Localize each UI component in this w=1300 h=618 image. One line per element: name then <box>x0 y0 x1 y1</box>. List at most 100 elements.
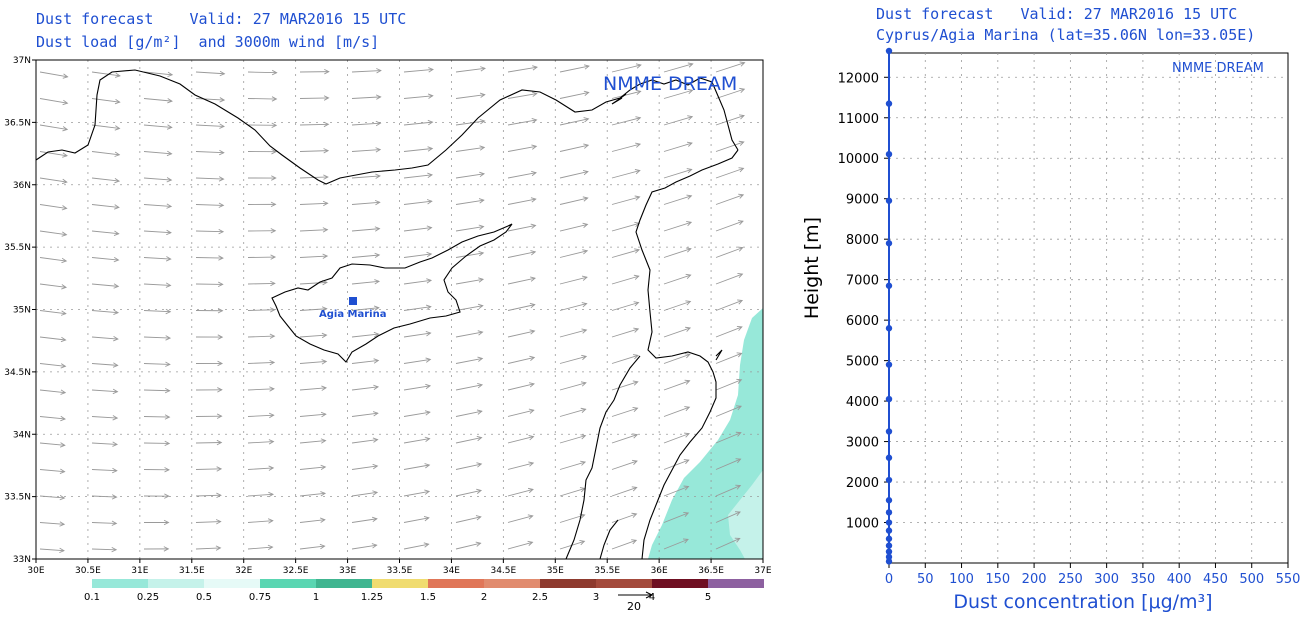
wind-arrow-head <box>580 434 587 440</box>
wind-arrow <box>39 310 66 315</box>
wind-arrow <box>299 202 328 205</box>
wind-arrow <box>507 515 533 523</box>
wind-arrow <box>351 228 380 232</box>
legend-label: 0.5 <box>196 592 212 603</box>
wind-arrow-head <box>736 405 742 411</box>
wind-arrow-head <box>683 512 690 517</box>
wind-arrow-head <box>60 363 67 369</box>
wind-arrow-head <box>478 277 485 283</box>
wind-arrow <box>611 487 637 497</box>
legend-swatch <box>148 579 204 588</box>
wind-arrow <box>715 432 741 444</box>
wind-arrow <box>455 463 482 470</box>
wind-arrow <box>351 175 380 179</box>
wind-arrow <box>351 439 378 444</box>
wind-arrow-head <box>319 543 326 550</box>
wind-arrow <box>247 71 277 74</box>
profile-xtick-label: 550 <box>1276 572 1300 587</box>
wind-arrow <box>403 438 430 444</box>
wind-arrow <box>715 458 741 470</box>
wind-arrow-head <box>475 515 482 521</box>
wind-arrow <box>559 382 587 391</box>
map-lat-label: 33.5N <box>4 493 31 503</box>
wind-arrow <box>247 309 275 311</box>
wind-arrow-head <box>428 67 434 73</box>
wind-reference-label: 20 <box>627 600 641 613</box>
wind-arrow-head <box>114 98 121 105</box>
profile-ytick-label: 10000 <box>838 152 879 167</box>
map-axes: 30E 30.5E 31E 31.5E 32E 32.5E 33E 33.5E 34E 34.5E… <box>4 56 772 576</box>
wind-arrow <box>91 257 119 261</box>
wind-arrow <box>143 177 172 181</box>
profile-xtick-label: 250 <box>1058 572 1083 587</box>
wind-arrow <box>455 384 483 391</box>
wind-arrow <box>559 250 588 258</box>
wind-arrow <box>247 520 273 523</box>
wind-arrow-head <box>324 69 330 75</box>
wind-arrow-head <box>580 460 587 466</box>
wind-arrow-head <box>687 115 694 121</box>
wind-arrow-head <box>167 98 173 104</box>
wind-arrow-head <box>424 410 431 416</box>
wind-arrow-head <box>375 147 382 153</box>
wind-arrow <box>351 386 379 391</box>
wind-arrow-head <box>427 146 434 152</box>
profile-point <box>885 150 893 158</box>
profile-title-line1: Dust forecast Valid: 27 MAR2016 15 UTC <box>876 5 1238 23</box>
wind-arrow <box>247 414 274 417</box>
profile-ytick-label: 4000 <box>846 395 879 410</box>
wind-arrow-head <box>684 353 691 359</box>
wind-arrow-head <box>424 436 431 442</box>
wind-arrow <box>247 467 274 470</box>
wind-arrow-head <box>739 61 746 67</box>
station-label: Agia Marina <box>319 309 386 320</box>
wind-arrow-head <box>319 517 326 523</box>
legend-swatch <box>596 579 652 588</box>
wind-arrow <box>91 495 117 498</box>
legend-swatch <box>92 579 148 588</box>
profile-xtick-label: 50 <box>917 572 934 587</box>
profile-point <box>885 361 893 368</box>
wind-arrow-head <box>322 200 329 207</box>
wind-arrow-head <box>687 88 694 94</box>
wind-arrow-head <box>62 152 68 158</box>
wind-arrow <box>299 492 326 497</box>
profile-point <box>885 100 893 107</box>
wind-arrow <box>39 548 64 552</box>
wind-arrow <box>403 359 431 364</box>
wind-arrow-head <box>165 361 171 367</box>
wind-arrow <box>143 283 171 286</box>
wind-arrow <box>39 151 68 157</box>
wind-arrow-head <box>112 362 119 368</box>
wind-arrow-head <box>737 246 744 252</box>
wind-arrow-head <box>738 140 745 146</box>
wind-arrow <box>91 151 120 156</box>
wind-arrow <box>39 283 67 288</box>
wind-arrow <box>195 521 221 523</box>
map-panel: Agia Marina NMME DREAM 30E 30.5E 31E 31.5E 3… <box>4 56 772 613</box>
wind-arrow <box>195 98 225 101</box>
wind-arrow <box>403 385 431 391</box>
wind-arrow-head <box>372 490 379 496</box>
profile-title-line2: Cyprus/Agia Marina (lat=35.06N lon=33.05… <box>876 26 1256 44</box>
wind-arrow-head <box>62 99 69 106</box>
wind-arrow <box>91 442 118 445</box>
wind-arrow-head <box>59 547 65 554</box>
wind-arrow <box>143 124 172 128</box>
wind-arrow-head <box>164 493 170 499</box>
wind-arrow <box>403 490 430 497</box>
wind-arrow <box>715 273 743 285</box>
wind-arrow-head <box>477 303 484 310</box>
map-lon-label: 34.5E <box>490 566 516 576</box>
wind-arrow <box>663 195 692 205</box>
wind-arrow-head <box>321 306 328 312</box>
legend-label: 2 <box>481 592 487 603</box>
wind-arrow-head <box>373 331 380 338</box>
wind-arrow-head <box>270 280 276 287</box>
wind-arrow <box>299 413 326 417</box>
wind-arrow-head <box>268 491 274 498</box>
wind-arrow <box>351 518 377 523</box>
wind-arrow-head <box>529 302 536 309</box>
wind-arrow <box>715 326 743 338</box>
wind-arrow <box>507 541 533 550</box>
